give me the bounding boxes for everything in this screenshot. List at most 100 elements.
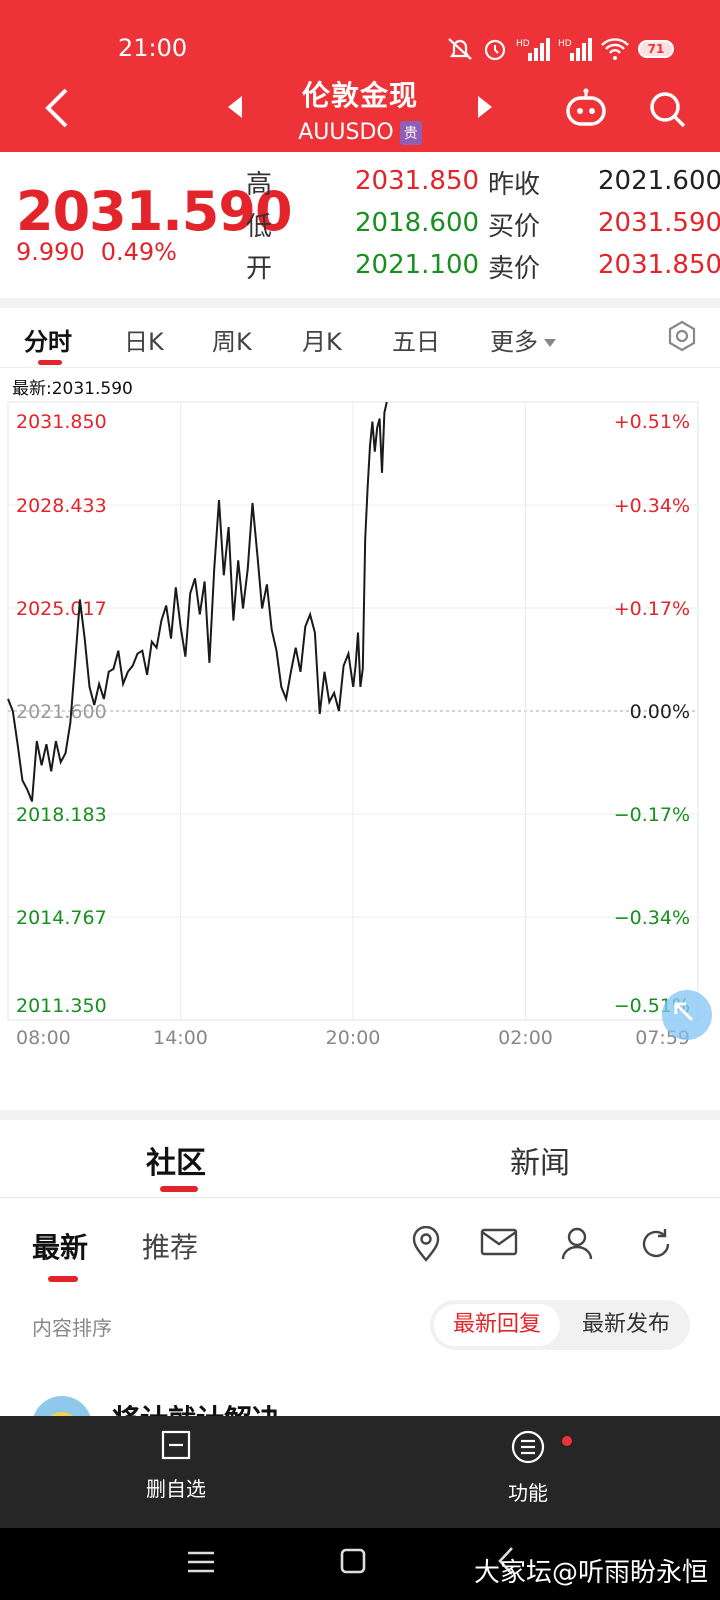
mute-alarm-icon: [448, 38, 472, 60]
category-badge: 贵: [399, 120, 422, 145]
bid-value: 2031.590: [598, 208, 720, 238]
sort-latest-post[interactable]: 最新发布: [581, 1312, 670, 1337]
prev-close-label: 昨收: [488, 170, 541, 200]
tab-daily-k[interactable]: 日K: [124, 328, 164, 356]
caret-down-icon: [544, 339, 556, 347]
page-title: 伦敦金现: [301, 79, 418, 112]
svg-text:HD: HD: [558, 39, 572, 49]
y-tick-label: 2028.433: [16, 495, 107, 517]
app-header: 21:00 HD HD 71 伦敦金现 AUUSDO 贵: [0, 0, 720, 152]
remove-watchlist-label: 删自选: [146, 1477, 206, 1501]
user-icon[interactable]: [560, 1226, 594, 1260]
x-tick-label: 14:00: [153, 1027, 208, 1049]
tab-latest[interactable]: 最新: [32, 1231, 89, 1264]
menu-circle-icon: [511, 1430, 545, 1464]
open-value: 2021.100: [355, 250, 480, 280]
sort-label: 内容排序: [32, 1316, 112, 1340]
mail-icon[interactable]: [480, 1226, 518, 1258]
watermark-text: 大家坛@听雨盼永恒: [474, 1558, 709, 1588]
price-series-line: [7, 401, 388, 802]
chart-x-labels: 08:00 14:00 20:00 02:00 07:59: [16, 1027, 690, 1049]
ask-value: 2031.850: [598, 250, 720, 280]
active-tab-indicator: [38, 360, 62, 365]
tab-five-day[interactable]: 五日: [392, 328, 440, 356]
tab-intraday[interactable]: 分时: [24, 328, 72, 356]
remove-icon: [161, 1430, 191, 1460]
sort-segmented-control: 最新回复 最新发布: [430, 1300, 690, 1350]
bottom-action-bar: 删自选 功能: [0, 1416, 720, 1528]
remove-watchlist-button[interactable]: 删自选: [146, 1430, 206, 1502]
x-tick-label: 02:00: [498, 1027, 553, 1049]
expand-icon: [674, 1002, 694, 1022]
recent-apps-icon[interactable]: [188, 1550, 214, 1574]
pct-tick-label: −0.34%: [614, 907, 690, 929]
community-tab-indicator: [160, 1186, 198, 1192]
search-icon[interactable]: [648, 90, 688, 130]
y-tick-label: 2018.183: [16, 804, 107, 826]
divider: [0, 298, 720, 308]
intraday-chart: 2031.850 +0.51% 2028.433 +0.34% 2025.017 +0.1…: [7, 401, 699, 1049]
system-nav-bar: [0, 1528, 720, 1600]
tab-more-label: 更多: [490, 328, 538, 356]
notification-dot: [562, 1436, 572, 1446]
refresh-icon[interactable]: [638, 1226, 674, 1262]
quote-panel: 2031.590 9.990 0.49% 高 2031.850 昨收 2021.6…: [0, 152, 720, 298]
tab-monthly-k[interactable]: 月K: [302, 328, 342, 356]
battery-icon: 71: [638, 40, 674, 58]
alarm-icon: [484, 39, 506, 61]
price-change: 9.990 0.49%: [16, 238, 193, 266]
prev-symbol-button[interactable]: [228, 96, 242, 118]
back-icon[interactable]: [38, 86, 74, 130]
location-icon[interactable]: [410, 1226, 442, 1262]
tab-community[interactable]: 社区: [146, 1146, 206, 1181]
latest-price-label: 最新:2031.590: [12, 379, 133, 399]
y-tick-label: 2014.767: [16, 907, 107, 929]
chart-grid: [7, 401, 699, 1021]
pct-tick-label: +0.51%: [614, 411, 690, 433]
tab-recommended[interactable]: 推荐: [142, 1231, 199, 1264]
chart-y-labels: 2031.850 +0.51% 2028.433 +0.34% 2025.017 +0.1…: [16, 411, 690, 1017]
tab-more[interactable]: 更多: [490, 322, 556, 357]
low-label: 低: [246, 212, 273, 242]
symbol-code: AUUSDO: [298, 120, 394, 145]
subtitle-row: AUUSDO 贵: [200, 120, 520, 145]
floating-assist-button[interactable]: [662, 990, 712, 1040]
hexagon-settings-icon[interactable]: [666, 320, 698, 352]
y-tick-label: 2011.350: [16, 995, 107, 1017]
svg-text:HD: HD: [516, 39, 530, 49]
home-icon[interactable]: [340, 1548, 366, 1574]
sub-tab-indicator: [48, 1276, 78, 1282]
wifi-icon: [601, 38, 629, 60]
x-tick-label: 20:00: [326, 1027, 381, 1049]
robot-assistant-icon[interactable]: [564, 88, 608, 128]
prev-close-value: 2021.600: [598, 166, 720, 196]
pct-tick-label: −0.17%: [614, 804, 690, 826]
change-percent: 0.49%: [100, 238, 177, 266]
low-value: 2018.600: [355, 208, 480, 238]
sort-latest-reply[interactable]: 最新回复: [434, 1304, 560, 1346]
signal-hd-icon-2: HD: [558, 38, 592, 61]
high-label: 高: [246, 170, 273, 200]
status-icons: HD HD 71: [446, 36, 674, 62]
tab-news[interactable]: 新闻: [510, 1146, 570, 1181]
nav-back-icon[interactable]: [496, 1546, 516, 1576]
ask-label: 卖价: [488, 254, 541, 284]
pct-tick-label: +0.17%: [614, 598, 690, 620]
high-value: 2031.850: [355, 166, 480, 196]
change-value: 9.990: [16, 238, 85, 266]
title-block: 伦敦金现 AUUSDO 贵: [200, 74, 520, 145]
open-label: 开: [246, 254, 273, 284]
community-tabs: 社区 新闻: [0, 1120, 720, 1198]
last-price: 2031.590: [16, 180, 293, 243]
community-sub-tabs: 最新 推荐: [0, 1200, 720, 1282]
function-button[interactable]: 功能: [508, 1430, 548, 1506]
next-symbol-button[interactable]: [478, 96, 492, 118]
bid-label: 买价: [488, 212, 541, 242]
y-tick-label: 2025.017: [16, 598, 107, 620]
x-tick-label: 08:00: [16, 1027, 71, 1049]
tab-weekly-k[interactable]: 周K: [212, 328, 252, 356]
function-label: 功能: [508, 1481, 548, 1505]
pct-tick-label: 0.00%: [630, 701, 690, 723]
y-tick-label: 2021.600: [16, 701, 107, 723]
pct-tick-label: +0.34%: [614, 495, 690, 517]
